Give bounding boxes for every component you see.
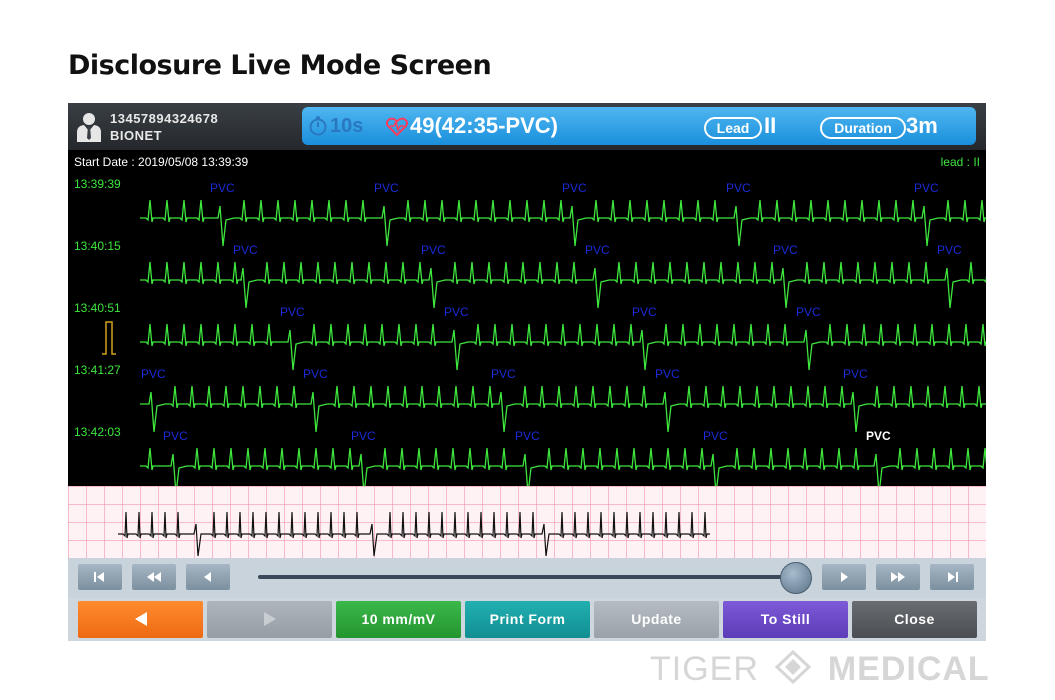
pvc-label: PVC [163, 429, 188, 443]
next-button[interactable] [207, 601, 332, 638]
lead-label[interactable]: Lead [704, 117, 762, 139]
patient-name: BIONET [110, 128, 163, 143]
rhythm-strip [68, 486, 986, 558]
pvc-label: PVC [141, 367, 166, 381]
last-button[interactable] [930, 564, 974, 590]
patient-id: 13457894324678 [110, 111, 219, 126]
pvc-label: PVC [515, 429, 540, 443]
rhythm-strip-path [118, 511, 710, 557]
watermark-text-right: MEDICAL [827, 650, 990, 688]
step-back-icon [204, 572, 211, 582]
fast-forward-button[interactable] [876, 564, 920, 590]
pvc-label: PVC [655, 367, 680, 381]
pvc-label: PVC [374, 181, 399, 195]
pvc-label: PVC [303, 367, 328, 381]
ecg-disclosure-area[interactable]: Start Date : 2019/05/08 13:39:39 lead : … [68, 150, 986, 486]
pvc-label: PVC [796, 305, 821, 319]
ecg-trace-row [140, 199, 986, 247]
to-still-button[interactable]: To Still [723, 601, 848, 638]
pvc-label: PVC [866, 429, 891, 443]
device-screen: 13457894324678 BIONET 10s 49(42:35-PVC) … [68, 103, 986, 641]
row-timestamp: 13:42:03 [74, 425, 121, 439]
pvc-label: PVC [843, 367, 868, 381]
pvc-label: PVC [210, 181, 235, 195]
pvc-label: PVC [773, 243, 798, 257]
update-button[interactable]: Update [594, 601, 719, 638]
row-timestamp: 13:40:15 [74, 239, 121, 253]
duration-label[interactable]: Duration [820, 117, 906, 139]
pvc-label: PVC [280, 305, 305, 319]
arrow-right-icon [263, 612, 276, 626]
pvc-label: PVC [703, 429, 728, 443]
pvc-label: PVC [421, 243, 446, 257]
rewind-button[interactable] [132, 564, 176, 590]
calibration-pulse-icon [102, 321, 116, 355]
first-button[interactable] [78, 564, 122, 590]
step-forward-icon [841, 572, 848, 582]
ecg-trace-row [140, 447, 986, 486]
start-date: Start Date : 2019/05/08 13:39:39 [74, 155, 249, 169]
pvc-label: PVC [937, 243, 962, 257]
gain-button[interactable]: 10 mm/mV [336, 601, 461, 638]
arrow-left-icon [134, 612, 147, 626]
timer-value: 10s [330, 115, 364, 137]
pvc-label: PVC [726, 181, 751, 195]
status-bar: 10s 49(42:35-PVC) Lead II Duration 3m [302, 107, 976, 145]
row-timestamp: 13:41:27 [74, 363, 121, 377]
user-icon [77, 113, 101, 142]
timer-icon [309, 116, 327, 136]
lead-value: II [764, 113, 777, 138]
navigation-bar [68, 558, 986, 598]
pvc-label: PVC [491, 367, 516, 381]
watermark-text-left: TIGER [650, 650, 759, 688]
pvc-label: PVC [233, 243, 258, 257]
step-forward-button[interactable] [822, 564, 866, 590]
ecg-traces [140, 199, 986, 486]
pvc-label: PVC [914, 181, 939, 195]
pvc-label: PVC [632, 305, 657, 319]
rewind-icon [147, 572, 161, 582]
fast-forward-icon [891, 572, 905, 582]
brand-logo-icon [775, 650, 812, 684]
pvc-label: PVC [444, 305, 469, 319]
brand-watermark: TIGER MEDICAL [650, 650, 990, 690]
previous-button[interactable] [78, 601, 203, 638]
lead-indicator: lead : II [940, 155, 980, 169]
row-timestamp: 13:39:39 [74, 177, 121, 191]
ecg-trace-row [140, 385, 986, 433]
close-button[interactable]: Close [852, 601, 977, 638]
heart-rate-icon [386, 117, 408, 137]
heart-rate-value: 49(42:35-PVC) [410, 113, 558, 138]
duration-value: 3m [906, 113, 938, 138]
last-icon [948, 572, 958, 582]
rhythm-strip-trace [118, 511, 710, 557]
pvc-label: PVC [585, 243, 610, 257]
pvc-label: PVC [351, 429, 376, 443]
action-buttons: 10 mm/mV Print Form Update To Still Clos… [68, 598, 986, 641]
timeline-slider-knob[interactable] [780, 562, 812, 594]
ecg-trace-row [140, 323, 986, 371]
timeline-slider-track[interactable] [258, 575, 798, 579]
header-bar: 13457894324678 BIONET 10s 49(42:35-PVC) … [68, 103, 986, 150]
step-back-button[interactable] [186, 564, 230, 590]
page-title: Disclosure Live Mode Screen [68, 50, 492, 81]
row-timestamp: 13:40:51 [74, 301, 121, 315]
print-form-button[interactable]: Print Form [465, 601, 590, 638]
ecg-trace-row [140, 261, 986, 309]
pvc-label: PVC [562, 181, 587, 195]
first-icon [94, 572, 104, 582]
